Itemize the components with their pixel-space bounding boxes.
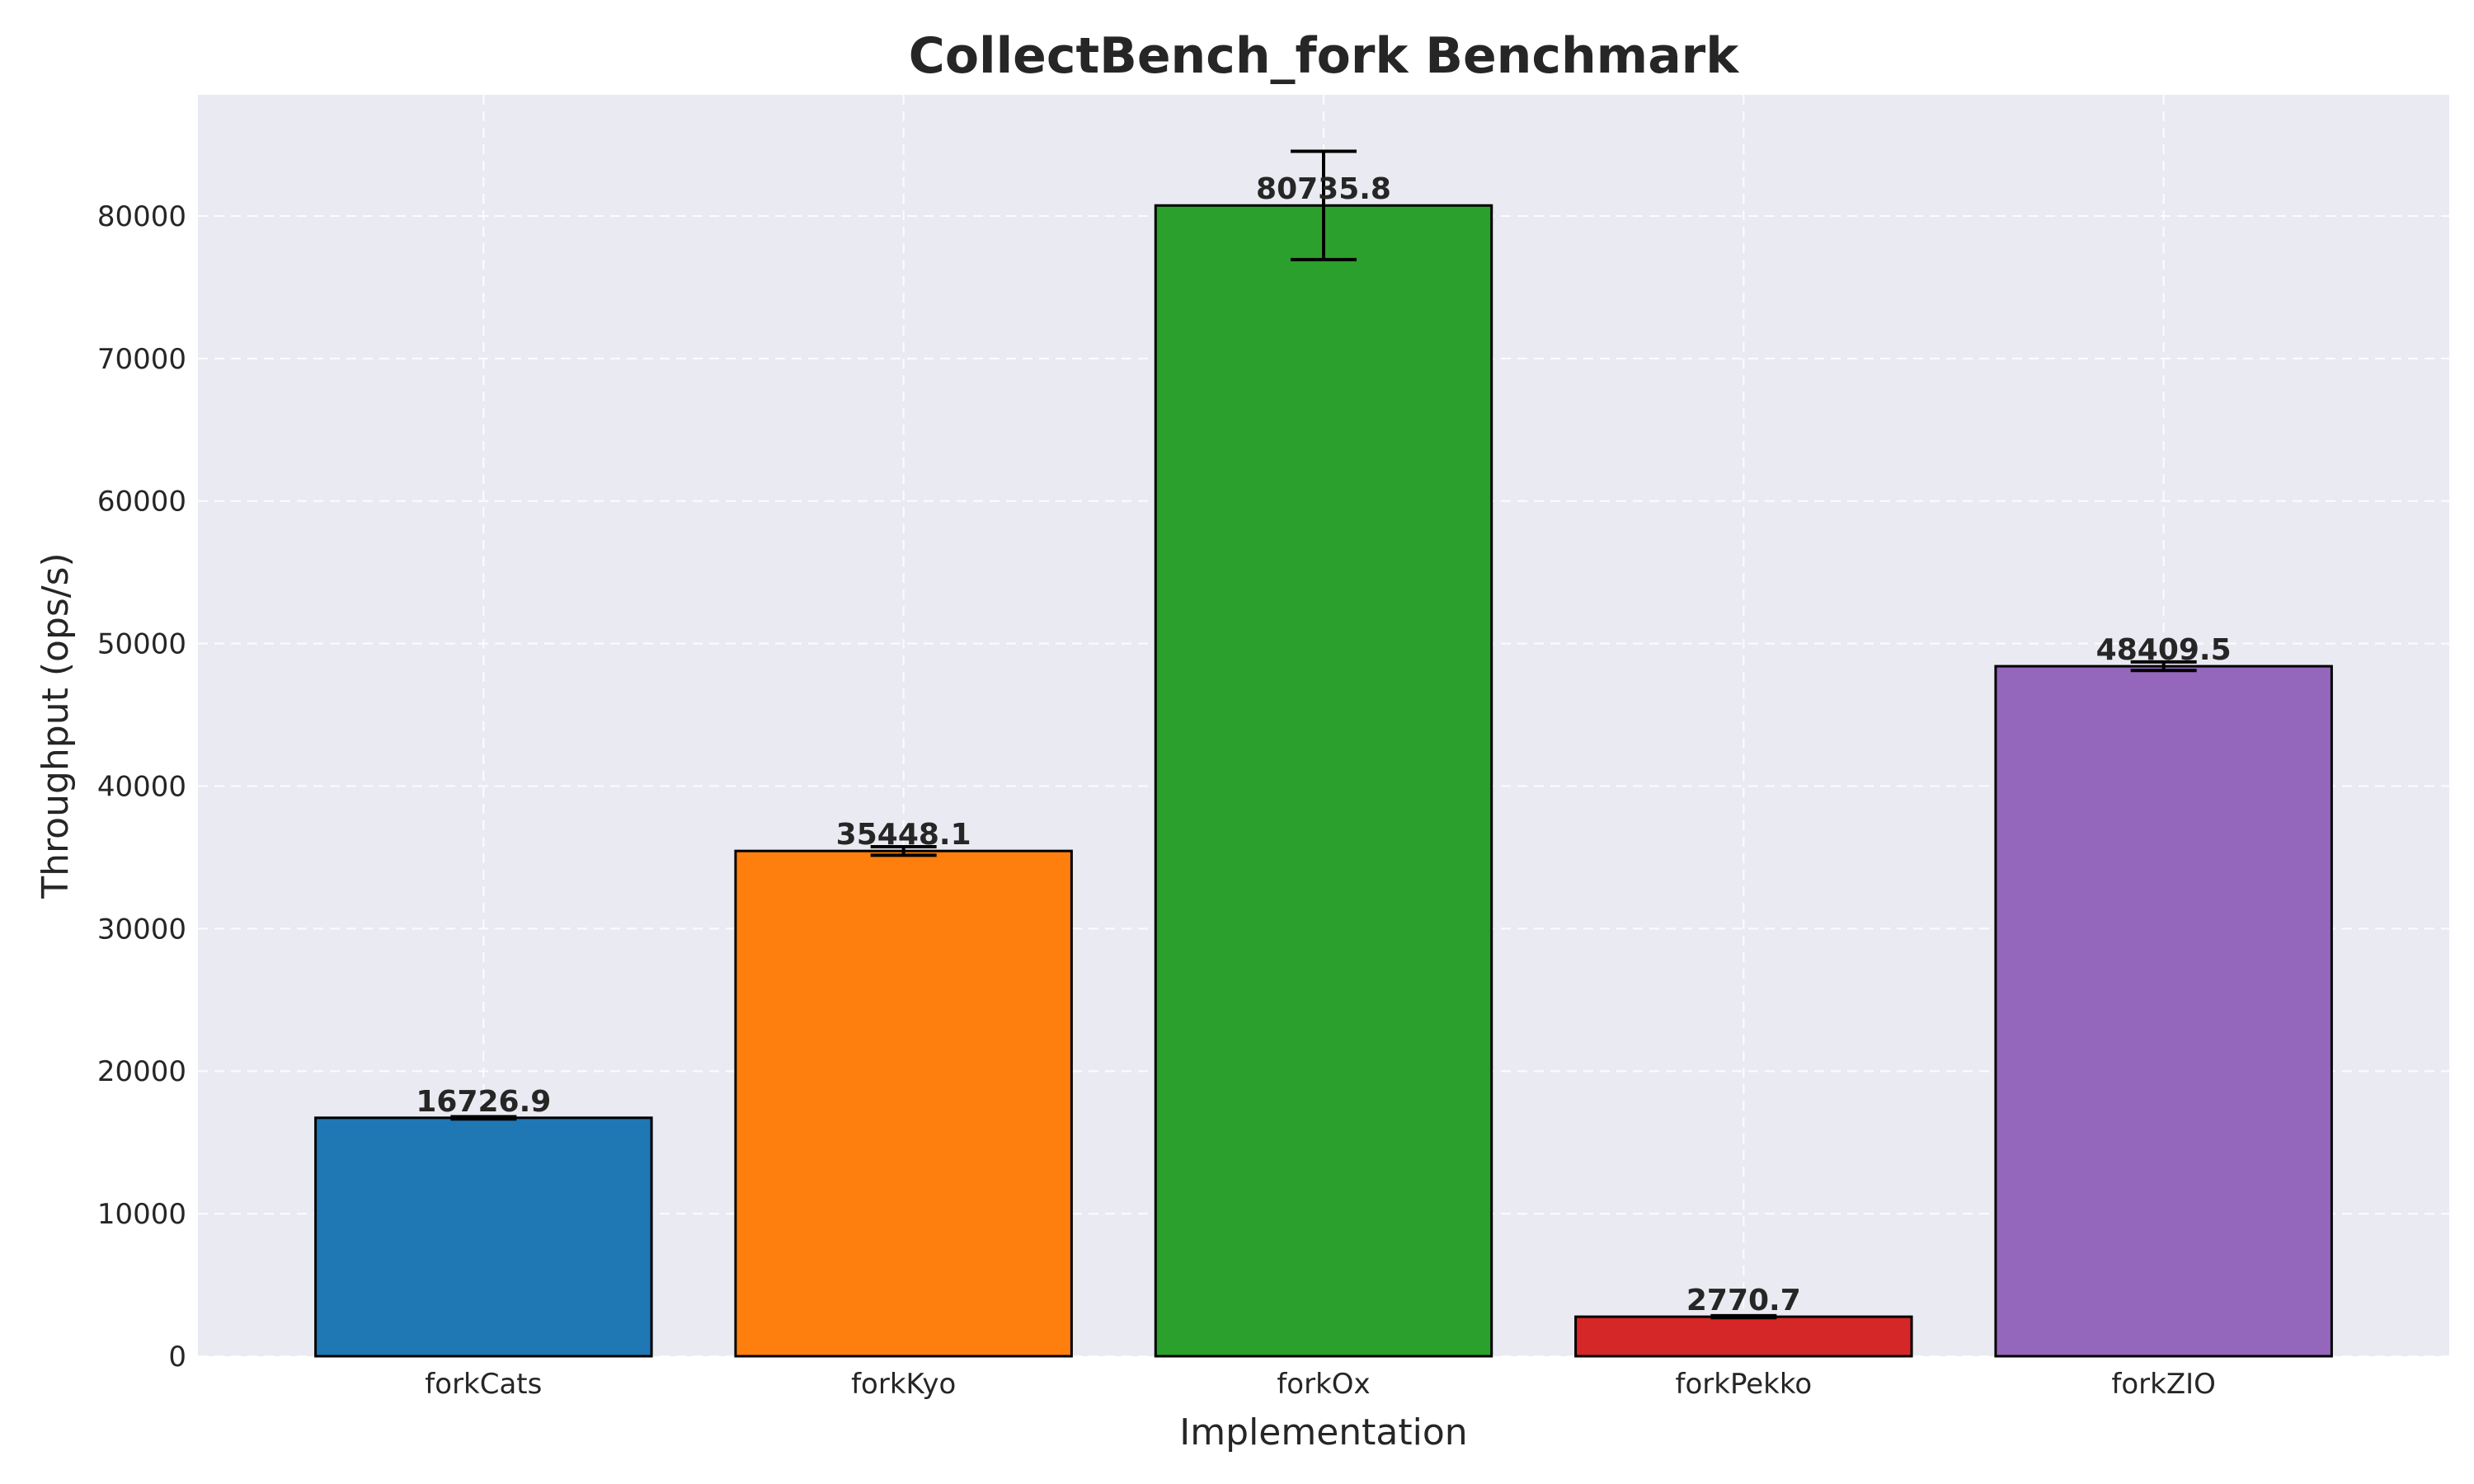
x-tick-label: forkCats [425,1368,542,1401]
x-tick-label: forkOx [1277,1368,1370,1401]
y-axis-ticks: 0 10000 20000 30000 40000 50000 60000 70000 8000… [97,200,186,1374]
y-tick-label: 30000 [97,913,186,946]
error-bar-forkZIO [2130,660,2197,673]
x-tick-label: forkKyo [851,1368,956,1401]
bar-forkCats [314,1116,653,1358]
y-tick-label: 10000 [97,1198,186,1231]
bars [314,204,2333,1358]
x-axis-ticks: forkCats forkKyo forkOx forkPekko forkZIO [425,1368,2216,1401]
error-bars [450,149,2197,1320]
y-tick-label: 60000 [97,486,186,519]
y-tick-label: 50000 [97,628,186,661]
y-tick-label: 0 [168,1341,186,1374]
bar-forkPekko [1574,1315,1913,1358]
error-bar-forkKyo [870,844,937,857]
bar-forkZIO [1994,665,2333,1358]
data-label-forkZIO: 48409.5 [2096,633,2232,667]
x-tick-label: forkPekko [1676,1368,1813,1401]
y-tick-label: 40000 [97,770,186,803]
bar-forkKyo [734,849,1073,1358]
data-label-forkCats: 16726.9 [416,1085,551,1119]
data-label-forkOx: 80735.8 [1256,172,1391,206]
x-axis-label: Implementation [1179,1411,1467,1453]
chart-title: CollectBench_fork Benchmark [909,27,1740,85]
y-axis-label: Throughput (ops/s) [35,552,77,899]
error-bar-forkCats [450,1115,517,1121]
data-label-forkPekko: 2770.7 [1686,1284,1801,1317]
y-tick-label: 20000 [97,1055,186,1088]
bar-forkOx [1154,204,1493,1358]
y-tick-label: 80000 [97,200,186,233]
y-tick-label: 70000 [97,343,186,376]
error-bar-forkPekko [1710,1313,1777,1320]
data-labels: 16726.9 35448.1 80735.8 2770.7 48409.5 [416,172,2231,1317]
error-bar-forkOx [1291,149,1357,261]
x-tick-label: forkZIO [2111,1368,2216,1401]
data-label-forkKyo: 35448.1 [836,818,971,852]
